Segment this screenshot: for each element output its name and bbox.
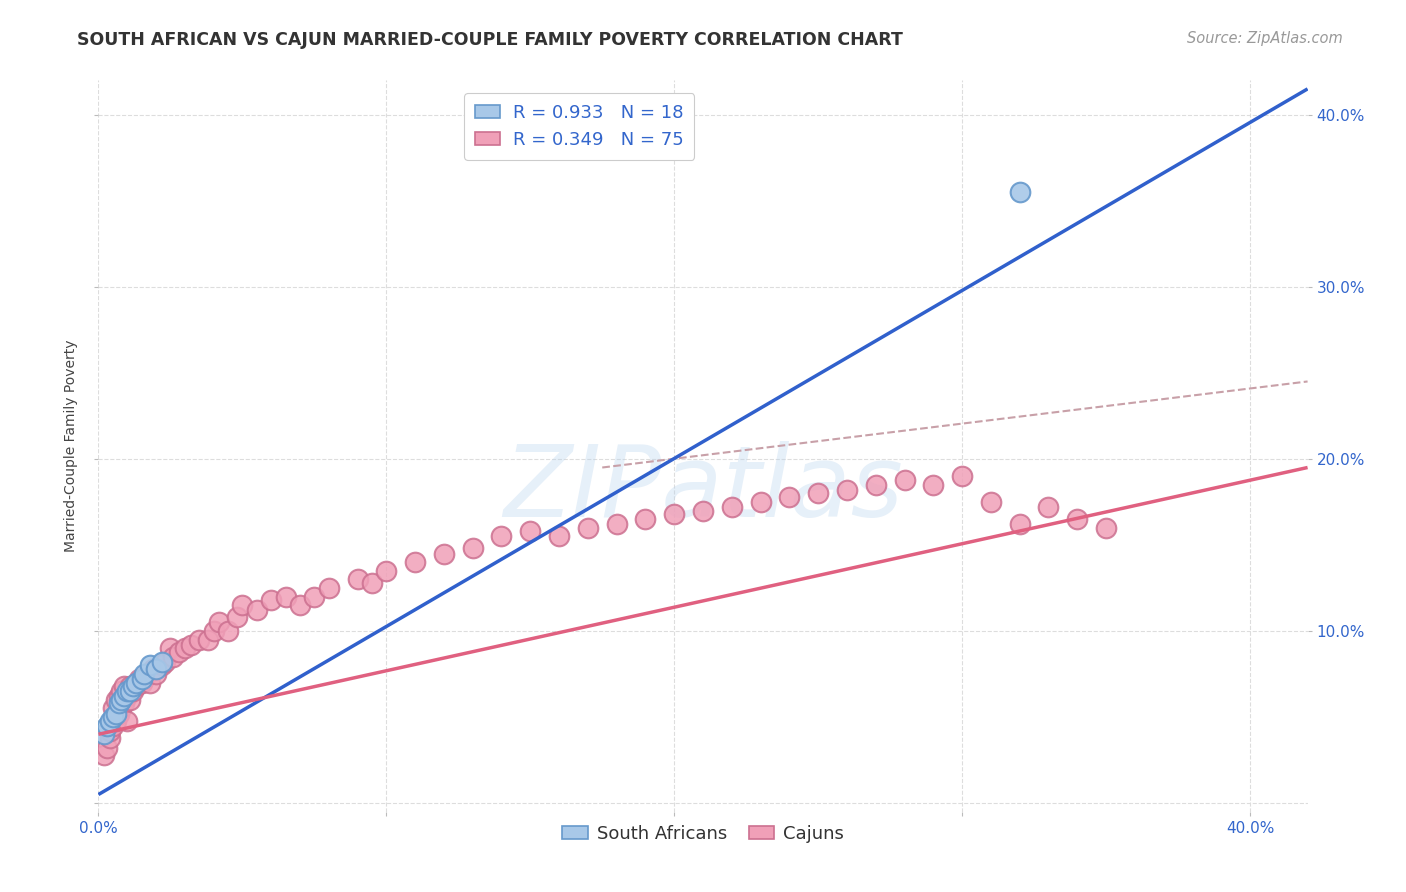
Point bbox=[231, 598, 253, 612]
Point bbox=[720, 500, 742, 514]
Point bbox=[122, 679, 145, 693]
Point bbox=[96, 719, 118, 733]
Point bbox=[101, 710, 124, 724]
Point bbox=[180, 638, 202, 652]
Point bbox=[202, 624, 225, 638]
Point bbox=[274, 590, 297, 604]
Point bbox=[260, 593, 283, 607]
Point bbox=[1008, 517, 1031, 532]
Point bbox=[778, 490, 800, 504]
Point bbox=[1008, 185, 1031, 199]
Point bbox=[491, 529, 513, 543]
Point bbox=[548, 529, 571, 543]
Point bbox=[120, 693, 142, 707]
Point bbox=[104, 706, 127, 721]
Point bbox=[93, 747, 115, 762]
Point bbox=[96, 741, 118, 756]
Point bbox=[692, 503, 714, 517]
Point bbox=[107, 690, 129, 704]
Point bbox=[893, 473, 915, 487]
Point bbox=[122, 684, 145, 698]
Point bbox=[107, 696, 129, 710]
Point bbox=[110, 693, 132, 707]
Point bbox=[304, 590, 326, 604]
Point bbox=[112, 696, 135, 710]
Point bbox=[208, 615, 231, 630]
Point bbox=[950, 469, 973, 483]
Point bbox=[749, 495, 772, 509]
Point bbox=[217, 624, 239, 638]
Point bbox=[606, 517, 628, 532]
Point bbox=[361, 575, 384, 590]
Point bbox=[375, 564, 398, 578]
Point bbox=[167, 645, 190, 659]
Point bbox=[197, 632, 219, 647]
Point bbox=[634, 512, 657, 526]
Point bbox=[225, 610, 247, 624]
Point bbox=[101, 701, 124, 715]
Point bbox=[120, 684, 142, 698]
Point bbox=[101, 719, 124, 733]
Point bbox=[188, 632, 211, 647]
Point bbox=[519, 524, 541, 539]
Point bbox=[139, 658, 162, 673]
Point bbox=[1095, 521, 1118, 535]
Point bbox=[288, 598, 311, 612]
Point bbox=[150, 658, 173, 673]
Text: Source: ZipAtlas.com: Source: ZipAtlas.com bbox=[1187, 31, 1343, 46]
Y-axis label: Married-Couple Family Poverty: Married-Couple Family Poverty bbox=[65, 340, 79, 552]
Legend: South Africans, Cajuns: South Africans, Cajuns bbox=[555, 818, 851, 850]
Point bbox=[98, 731, 121, 745]
Point bbox=[576, 521, 599, 535]
Point bbox=[159, 641, 181, 656]
Point bbox=[136, 667, 159, 681]
Point bbox=[131, 672, 153, 686]
Point bbox=[150, 655, 173, 669]
Point bbox=[120, 679, 142, 693]
Point bbox=[110, 684, 132, 698]
Point bbox=[433, 547, 456, 561]
Point bbox=[134, 667, 156, 681]
Point bbox=[835, 483, 858, 497]
Point bbox=[246, 603, 269, 617]
Point bbox=[98, 723, 121, 738]
Point bbox=[107, 706, 129, 721]
Point bbox=[1066, 512, 1088, 526]
Point bbox=[139, 675, 162, 690]
Point bbox=[104, 714, 127, 728]
Point bbox=[162, 649, 184, 664]
Point bbox=[145, 667, 167, 681]
Point bbox=[807, 486, 830, 500]
Point bbox=[104, 693, 127, 707]
Point bbox=[110, 701, 132, 715]
Point bbox=[404, 555, 426, 569]
Point bbox=[131, 675, 153, 690]
Point bbox=[125, 679, 148, 693]
Text: ZIPatlas: ZIPatlas bbox=[503, 442, 903, 539]
Point bbox=[461, 541, 484, 556]
Point bbox=[115, 684, 138, 698]
Point bbox=[134, 672, 156, 686]
Point bbox=[112, 690, 135, 704]
Point bbox=[980, 495, 1002, 509]
Point bbox=[346, 573, 368, 587]
Point bbox=[153, 655, 176, 669]
Point bbox=[922, 477, 945, 491]
Point bbox=[318, 581, 340, 595]
Point bbox=[115, 690, 138, 704]
Point bbox=[1038, 500, 1060, 514]
Point bbox=[664, 507, 686, 521]
Point bbox=[142, 662, 165, 676]
Point bbox=[112, 679, 135, 693]
Point bbox=[115, 714, 138, 728]
Point bbox=[865, 477, 887, 491]
Text: SOUTH AFRICAN VS CAJUN MARRIED-COUPLE FAMILY POVERTY CORRELATION CHART: SOUTH AFRICAN VS CAJUN MARRIED-COUPLE FA… bbox=[77, 31, 903, 49]
Point bbox=[145, 662, 167, 676]
Point bbox=[98, 714, 121, 728]
Point bbox=[128, 672, 150, 686]
Point bbox=[93, 727, 115, 741]
Point bbox=[173, 641, 195, 656]
Point bbox=[125, 675, 148, 690]
